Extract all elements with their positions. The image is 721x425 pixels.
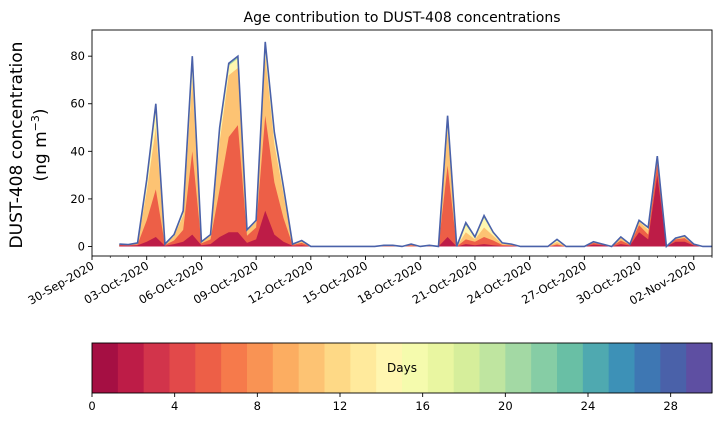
y-axis-label-line1: DUST-408 concentration: [7, 42, 27, 249]
chart-title: Age contribution to DUST-408 concentrati…: [244, 10, 561, 26]
age-area-26d: [119, 41, 713, 247]
colorbar-segment: [608, 343, 636, 393]
age-area-14d: [119, 44, 713, 247]
colorbar-segment: [402, 343, 429, 393]
colorbar-segment: [634, 343, 661, 393]
age-area-oldest: [119, 41, 713, 247]
colorbar-segment: [505, 343, 532, 393]
colorbar-segment: [247, 343, 274, 393]
colorbar-segment: [169, 343, 196, 393]
colorbar-tick-label: 28: [663, 399, 678, 413]
y-axis-label-line2: (ng m−3): [29, 108, 51, 181]
colorbar-tick-label: 24: [581, 399, 596, 413]
y-tick-label: 0: [78, 239, 85, 253]
colorbar-segment: [453, 343, 481, 393]
colorbar-segment: [92, 343, 119, 393]
colorbar-segment: [531, 343, 558, 393]
total-concentration-line: [119, 41, 712, 249]
axes: 02040608030-Sep-202003-Oct-202006-Oct-20…: [26, 29, 713, 308]
colorbar-frame: [91, 342, 713, 394]
colorbar-segment: [272, 343, 300, 393]
plot-area: [119, 41, 713, 249]
y-tick-label: 60: [70, 97, 85, 111]
y-axis-label-superscript: −3: [29, 115, 42, 131]
age-area-10d: [119, 56, 713, 247]
colorbar-segment: [427, 343, 455, 393]
colorbar-title: Days: [387, 361, 417, 375]
colorbar-segment: [376, 343, 403, 393]
y-tick-label: 20: [70, 192, 85, 206]
colorbar-tick-label: 16: [415, 399, 430, 413]
age-area-5d: [119, 115, 713, 247]
colorbar: 0 4 8 12 16 20 24 28: [88, 342, 713, 413]
colorbar-segment: [479, 343, 506, 393]
y-axis-label-unit: (ng m: [31, 131, 51, 181]
y-tick-label: 80: [70, 49, 85, 63]
colorbar-tick-label: 8: [254, 399, 261, 413]
colorbar-tick-label: 12: [333, 399, 348, 413]
colorbar-segment: [324, 343, 351, 393]
colorbar-segment: [557, 343, 584, 393]
colorbar-segment: [195, 343, 222, 393]
age-area-2d: [119, 175, 713, 247]
colorbar-tick-label: 4: [171, 399, 178, 413]
colorbar-segment: [143, 343, 171, 393]
colorbar-tick-label: 20: [498, 399, 513, 413]
colorbar-segment: [117, 343, 145, 393]
colorbar-segment: [582, 343, 610, 393]
y-axis-label-close: ): [31, 108, 51, 115]
colorbar-segment: [686, 343, 713, 393]
colorbar-tick-label: 0: [88, 399, 95, 413]
y-tick-label: 40: [70, 144, 85, 158]
age-area-20d: [119, 42, 713, 247]
colorbar-segment: [350, 343, 377, 393]
colorbar-segment: [221, 343, 248, 393]
colorbar-segment: [660, 343, 687, 393]
colorbar-segment: [298, 343, 326, 393]
